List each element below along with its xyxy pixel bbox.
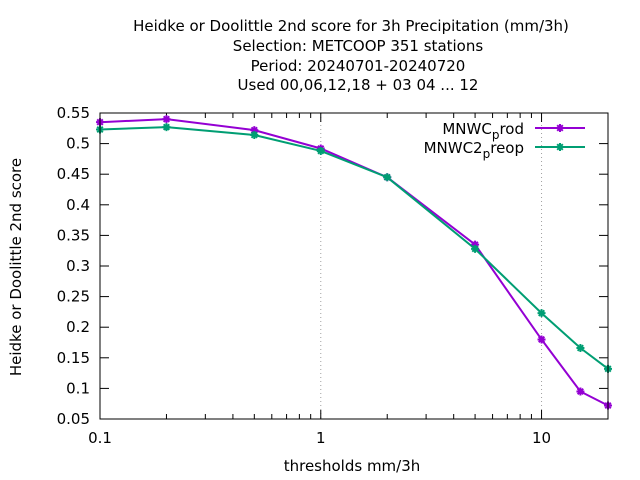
data-point	[471, 240, 480, 249]
data-point	[162, 123, 171, 132]
legend-entry: MNWCprod	[442, 120, 585, 142]
chart-title: Heidke or Doolittle 2nd score for 3h Pre…	[133, 17, 569, 94]
y-tick-label: 0.1	[66, 379, 90, 397]
y-tick-label: 0.25	[57, 288, 90, 306]
y-tick-label: 0.2	[66, 318, 90, 336]
series-line	[99, 118, 609, 407]
legend: MNWCprod MNWC2preop	[424, 120, 585, 161]
y-tick-label: 0.45	[57, 165, 90, 183]
data-point	[537, 335, 546, 344]
data-point	[250, 126, 259, 135]
x-tick-label: 1	[316, 429, 326, 447]
legend-entry: MNWC2preop	[424, 139, 585, 161]
data-point	[471, 244, 480, 253]
series-line	[99, 126, 609, 370]
legend-label-sub: p	[483, 147, 491, 161]
y-tick-label: 0.4	[66, 196, 90, 214]
legend-label: MNWC2preop	[424, 139, 524, 161]
title-line: Selection: METCOOP 351 stations	[233, 37, 484, 55]
series-0	[96, 115, 612, 410]
data-point	[250, 131, 259, 140]
y-tick-label: 0.05	[57, 410, 90, 428]
tick-labels: 0.050.10.150.20.250.30.350.40.450.50.550…	[57, 104, 551, 447]
series-1	[96, 123, 612, 373]
grid	[320, 113, 543, 419]
data-point	[576, 387, 585, 396]
legend-marker-mnwc-prod	[556, 124, 564, 132]
legend-label: MNWCprod	[442, 120, 524, 142]
x-tick-label: 10	[532, 429, 551, 447]
title-line: Heidke or Doolittle 2nd score for 3h Pre…	[133, 17, 569, 35]
x-axis-label: thresholds mm/3h	[284, 457, 421, 475]
data-point	[383, 173, 392, 182]
legend-label-main: MNWC2	[424, 139, 483, 157]
y-tick-label: 0.5	[66, 135, 90, 153]
y-tick-label: 0.3	[66, 257, 90, 275]
y-tick-label: 0.15	[57, 349, 90, 367]
legend-label-tail: rod	[499, 120, 524, 138]
title-line: Period: 20240701-20240720	[251, 57, 466, 75]
y-tick-label: 0.55	[57, 104, 90, 122]
legend-label-main: MNWC	[442, 120, 491, 138]
legend-label-sub: p	[492, 128, 500, 142]
series-layer	[96, 115, 612, 410]
axis-ticks	[99, 112, 608, 420]
plot-frame	[99, 112, 609, 420]
data-point	[576, 344, 585, 353]
x-tick-label: 0.1	[88, 429, 112, 447]
legend-label-tail: reop	[490, 139, 524, 157]
data-point	[537, 309, 546, 318]
data-point	[162, 115, 171, 124]
y-tick-label: 0.35	[57, 226, 90, 244]
data-point	[316, 146, 325, 155]
legend-marker-mnwc2-preop	[556, 143, 564, 151]
y-axis-label: Heidke or Doolittle 2nd score	[7, 158, 25, 376]
title-line: Used 00,06,12,18 + 03 04 ... 12	[238, 76, 479, 94]
